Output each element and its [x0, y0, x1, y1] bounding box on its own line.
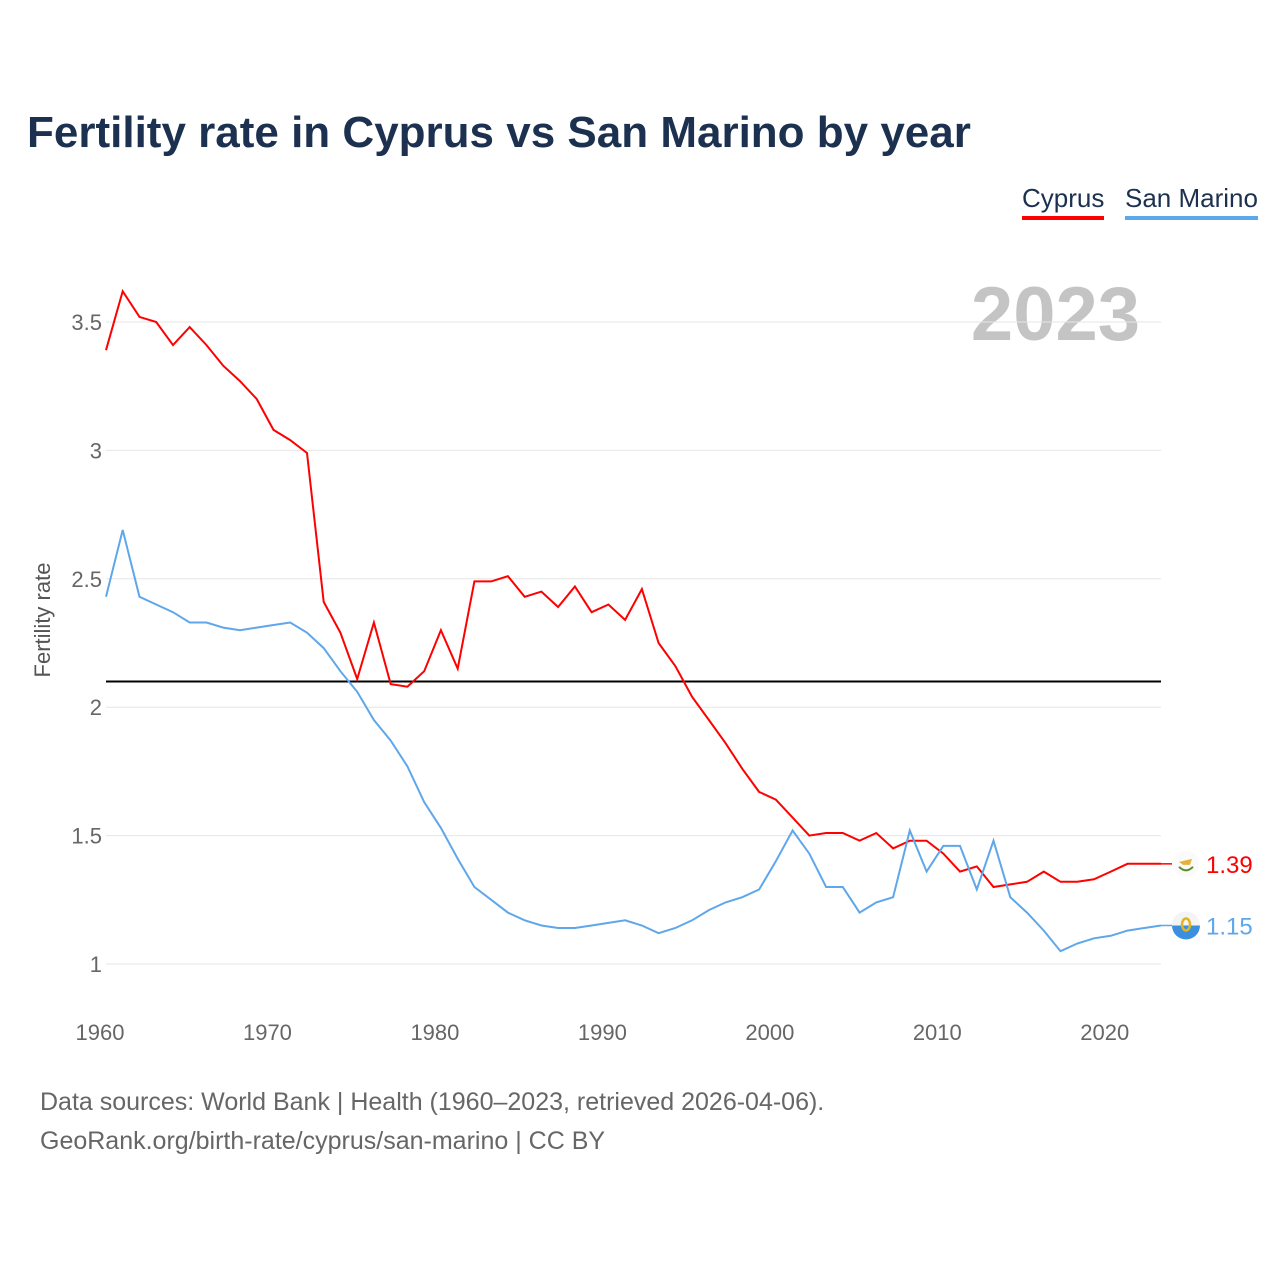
series-line-san-marino [105, 529, 1162, 953]
y-tick-label: 3.5 [71, 310, 102, 335]
x-tick-label: 2010 [913, 1020, 962, 1045]
year-watermark: 2023 [971, 272, 1140, 357]
x-tick-label: 1980 [410, 1020, 459, 1045]
end-value-label: 1.39 [1206, 852, 1253, 879]
x-tick-label: 2020 [1080, 1020, 1129, 1045]
series-line-cyprus [105, 288, 1161, 889]
chart-title: Fertility rate in Cyprus vs San Marino b… [27, 108, 971, 157]
y-tick-label: 1.5 [71, 824, 102, 849]
y-tick-label: 3 [90, 438, 102, 463]
san-marino-flag-emblem [1180, 917, 1192, 932]
x-tick-label: 2000 [745, 1020, 794, 1045]
y-tick-label: 2 [90, 695, 102, 720]
legend-san-marino[interactable]: San Marino [1125, 183, 1258, 220]
source-link[interactable]: GeoRank.org/birth-rate/cyprus/san-marino… [40, 1127, 606, 1155]
y-tick-label: 2.5 [71, 567, 102, 592]
cyprus-flag-map [1179, 858, 1192, 865]
x-tick-label: 1960 [76, 1020, 125, 1045]
end-value-label: 1.15 [1206, 913, 1253, 940]
x-tick-label: 1990 [578, 1020, 627, 1045]
y-tick-label: 1 [90, 952, 102, 977]
san-marino-flag-blue [1172, 925, 1200, 940]
cyprus-flag-branches [1178, 866, 1194, 872]
x-tick-label: 1970 [243, 1020, 292, 1045]
y-axis-label: Fertility rate [30, 563, 55, 678]
source-line: Data sources: World Bank | Health (1960–… [40, 1088, 825, 1116]
legend-cyprus[interactable]: Cyprus [1022, 183, 1105, 220]
